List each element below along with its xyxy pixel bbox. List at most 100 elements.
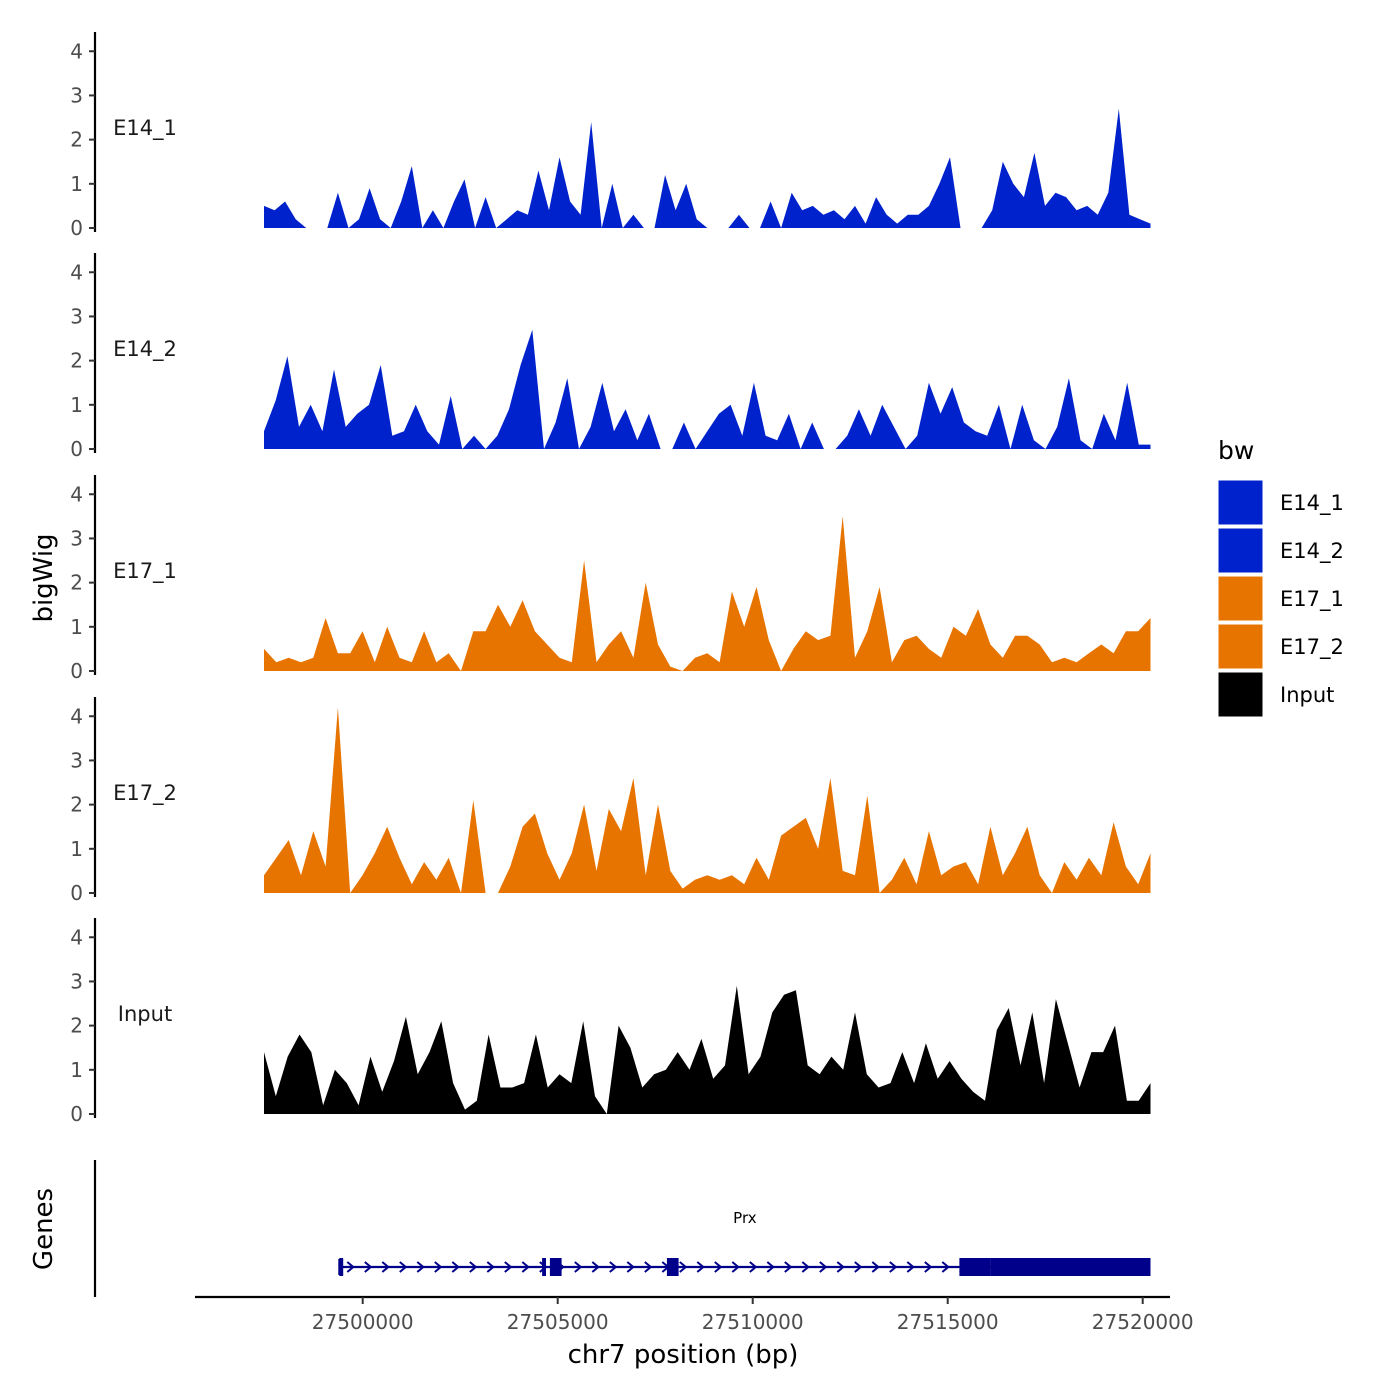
strand-arrow: [626, 1261, 635, 1273]
gene-exon: [666, 1258, 679, 1276]
strand-arrow: [679, 1261, 688, 1273]
strand-arrow: [399, 1261, 408, 1273]
x-tick-label: 27505000: [507, 1310, 609, 1334]
y-tick-label: 1: [70, 615, 83, 639]
y-axis-title: bigWig: [29, 533, 59, 622]
x-axis-title: chr7 position (bp): [568, 1340, 799, 1370]
signal-tracks: 0 1 2 3 4 E14_1 0 1 2 3 4 E14_2 0 1 2 3 4 E17_1 0 1 2 3 4 E17_2…: [70, 32, 1151, 1126]
gene-exon: [542, 1258, 546, 1276]
strand-arrow: [836, 1261, 845, 1273]
x-tick-label: 27515000: [897, 1310, 999, 1334]
y-tick-label: 3: [70, 83, 83, 107]
y-tick-label: 0: [70, 659, 83, 683]
strand-arrow: [854, 1261, 863, 1273]
y-tick-label: 4: [70, 482, 83, 506]
track-e14-2: 0 1 2 3 4 E14_2: [70, 253, 1151, 461]
strand-arrow: [871, 1261, 880, 1273]
y-tick-label: 2: [70, 793, 83, 817]
strand-arrow: [521, 1261, 530, 1273]
y-tick-label: 2: [70, 1014, 83, 1038]
signal-area-e14-2: [264, 329, 1151, 449]
y-tick-label: 4: [70, 260, 83, 284]
signal-area-e17-1: [264, 516, 1151, 671]
strand-arrow: [766, 1261, 775, 1273]
y-tick-label: 3: [70, 969, 83, 993]
strand-arrow: [591, 1261, 600, 1273]
legend-swatch: [1217, 527, 1264, 574]
track-label: E17_1: [113, 559, 177, 584]
strand-arrow: [364, 1261, 373, 1273]
genes-track-label: Genes: [29, 1188, 59, 1270]
track-e17-1: 0 1 2 3 4 E17_1: [70, 475, 1151, 683]
strand-arrow: [696, 1261, 705, 1273]
y-tick-label: 2: [70, 571, 83, 595]
x-tick-label: 27500000: [312, 1310, 414, 1334]
legend-label: E14_1: [1280, 491, 1344, 516]
strand-arrow: [906, 1261, 915, 1273]
y-tick-label: 4: [70, 925, 83, 949]
x-axis: 27500000 27505000 27510000 27515000 27520000: [195, 1295, 1194, 1334]
gene-exon: [990, 1258, 1151, 1276]
track-label: Input: [118, 1002, 172, 1026]
legend-label: Input: [1280, 683, 1334, 707]
strand-arrow: [924, 1261, 933, 1273]
strand-arrow: [801, 1261, 810, 1273]
strand-arrow: [416, 1261, 425, 1273]
y-tick-label: 4: [70, 39, 83, 63]
track-label: E14_2: [113, 337, 177, 362]
strand-arrow: [574, 1261, 583, 1273]
track-label: E17_2: [113, 781, 177, 806]
strand-arrow: [889, 1261, 898, 1273]
signal-area-e17-2: [264, 707, 1151, 893]
x-tick-label: 27510000: [702, 1310, 804, 1334]
strand-arrow: [644, 1261, 653, 1273]
y-tick-label: 3: [70, 748, 83, 772]
track-label: E14_1: [113, 116, 177, 141]
legend-swatch: [1217, 575, 1264, 622]
strand-arrow: [784, 1261, 793, 1273]
y-tick-label: 1: [70, 393, 83, 417]
y-tick-label: 0: [70, 1102, 83, 1126]
y-tick-label: 1: [70, 837, 83, 861]
strand-arrow: [609, 1261, 618, 1273]
strand-arrow: [714, 1261, 723, 1273]
y-tick-label: 0: [70, 437, 83, 461]
strand-arrow: [749, 1261, 758, 1273]
strand-arrow: [819, 1261, 828, 1273]
genes-track: Genes Prx: [29, 1160, 1151, 1297]
legend-label: E17_1: [1280, 587, 1344, 612]
strand-arrow: [346, 1261, 355, 1273]
strand-arrow: [504, 1261, 513, 1273]
strand-arrow: [486, 1261, 495, 1273]
y-tick-label: 1: [70, 172, 83, 196]
gene-exon: [339, 1258, 344, 1276]
strand-arrow: [731, 1261, 740, 1273]
track-e17-2: 0 1 2 3 4 E17_2: [70, 697, 1151, 905]
y-tick-label: 1: [70, 1058, 83, 1082]
y-tick-label: 3: [70, 304, 83, 328]
strand-arrow: [941, 1261, 950, 1273]
y-tick-label: 3: [70, 526, 83, 550]
strand-arrow: [434, 1261, 443, 1273]
x-tick-label: 27520000: [1092, 1310, 1194, 1334]
legend-title: bw: [1218, 436, 1254, 465]
strand-arrow: [451, 1261, 460, 1273]
y-tick-label: 0: [70, 216, 83, 240]
legend: bw E14_1 E14_2 E17_1 E17_2 Input: [1217, 436, 1344, 718]
strand-arrow: [381, 1261, 390, 1273]
legend-swatch: [1217, 623, 1264, 670]
legend-swatch: [1217, 671, 1264, 718]
signal-area-e14-1: [264, 108, 1151, 228]
gene-exon: [959, 1258, 991, 1276]
y-tick-label: 2: [70, 349, 83, 373]
y-tick-label: 4: [70, 704, 83, 728]
strand-arrow: [469, 1261, 478, 1273]
legend-swatch: [1217, 479, 1264, 526]
y-tick-label: 0: [70, 881, 83, 905]
signal-area-input: [264, 985, 1151, 1114]
track-input: 0 1 2 3 4 Input: [70, 918, 1151, 1126]
track-e14-1: 0 1 2 3 4 E14_1: [70, 32, 1151, 240]
legend-label: E14_2: [1280, 539, 1344, 564]
legend-label: E17_2: [1280, 635, 1344, 660]
